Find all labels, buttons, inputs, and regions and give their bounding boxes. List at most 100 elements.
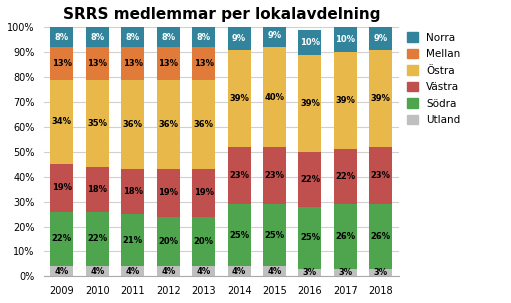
Bar (298, 207, 321, 269)
Bar (86, 47, 109, 80)
Bar (298, 30, 321, 55)
Text: 39%: 39% (300, 99, 320, 108)
Text: 35%: 35% (87, 119, 107, 128)
Text: 19%: 19% (158, 188, 178, 197)
Bar (192, 169, 215, 217)
Bar (121, 266, 144, 276)
Text: 4%: 4% (90, 267, 104, 276)
Bar (51, 27, 74, 47)
Text: 22%: 22% (300, 175, 320, 184)
Bar (334, 27, 357, 52)
Text: 13%: 13% (87, 59, 107, 68)
Bar (192, 80, 215, 169)
Legend: Norra, Mellan, Östra, Västra, Södra, Utland: Norra, Mellan, Östra, Västra, Södra, Utl… (407, 32, 460, 125)
Text: 36%: 36% (194, 120, 214, 129)
Bar (227, 27, 250, 50)
Text: 10%: 10% (335, 35, 356, 44)
Text: 23%: 23% (371, 171, 391, 180)
Bar (192, 266, 215, 276)
Text: 3%: 3% (303, 268, 317, 277)
Bar (298, 269, 321, 276)
Text: 18%: 18% (87, 185, 107, 194)
Bar (263, 266, 286, 276)
Text: 4%: 4% (267, 267, 282, 276)
Text: 9%: 9% (374, 34, 388, 43)
Bar (86, 266, 109, 276)
Bar (369, 50, 392, 147)
Text: 21%: 21% (123, 236, 143, 245)
Bar (334, 204, 357, 269)
Text: 19%: 19% (194, 188, 214, 197)
Bar (86, 211, 109, 266)
Text: 23%: 23% (229, 171, 249, 180)
Bar (369, 269, 392, 276)
Bar (86, 27, 109, 47)
Text: 13%: 13% (158, 59, 178, 68)
Text: 13%: 13% (123, 59, 143, 68)
Text: 4%: 4% (197, 267, 211, 276)
Bar (227, 204, 250, 266)
Text: 13%: 13% (194, 59, 214, 68)
Text: 40%: 40% (265, 92, 285, 102)
Text: 39%: 39% (371, 94, 391, 103)
Bar (121, 47, 144, 80)
Text: 20%: 20% (158, 237, 178, 246)
Text: 20%: 20% (194, 237, 214, 246)
Text: 8%: 8% (90, 33, 104, 42)
Text: 19%: 19% (52, 183, 72, 192)
Text: 25%: 25% (229, 231, 249, 240)
Bar (192, 27, 215, 47)
Bar (369, 27, 392, 50)
Text: 3%: 3% (338, 268, 353, 277)
Bar (192, 47, 215, 80)
Text: 3%: 3% (374, 268, 388, 277)
Bar (227, 50, 250, 147)
Text: 34%: 34% (52, 118, 72, 126)
Bar (121, 214, 144, 266)
Bar (51, 47, 74, 80)
Bar (157, 266, 180, 276)
Bar (334, 269, 357, 276)
Bar (298, 152, 321, 207)
Text: 8%: 8% (126, 33, 140, 42)
Text: 36%: 36% (158, 120, 178, 129)
Bar (298, 55, 321, 152)
Bar (263, 147, 286, 204)
Bar (263, 47, 286, 147)
Title: SRRS medlemmar per lokalavdelning: SRRS medlemmar per lokalavdelning (63, 7, 380, 22)
Bar (157, 169, 180, 217)
Bar (369, 147, 392, 204)
Bar (334, 52, 357, 149)
Bar (51, 164, 74, 211)
Bar (227, 266, 250, 276)
Bar (51, 211, 74, 266)
Text: 8%: 8% (197, 33, 211, 42)
Bar (86, 167, 109, 211)
Bar (263, 25, 286, 47)
Text: 9%: 9% (267, 32, 282, 41)
Bar (121, 169, 144, 214)
Bar (157, 80, 180, 169)
Bar (51, 80, 74, 164)
Text: 36%: 36% (123, 120, 143, 129)
Text: 8%: 8% (55, 33, 69, 42)
Text: 22%: 22% (87, 235, 107, 244)
Bar (51, 266, 74, 276)
Text: 25%: 25% (265, 231, 285, 240)
Bar (157, 47, 180, 80)
Text: 13%: 13% (52, 59, 72, 68)
Text: 4%: 4% (232, 267, 246, 276)
Bar (121, 27, 144, 47)
Bar (192, 217, 215, 266)
Text: 4%: 4% (126, 267, 140, 276)
Text: 25%: 25% (300, 233, 320, 242)
Text: 23%: 23% (265, 171, 285, 180)
Bar (157, 217, 180, 266)
Bar (86, 80, 109, 167)
Text: 22%: 22% (335, 172, 356, 181)
Text: 22%: 22% (52, 235, 72, 244)
Text: 10%: 10% (300, 38, 320, 47)
Bar (121, 80, 144, 169)
Text: 26%: 26% (335, 232, 356, 241)
Text: 4%: 4% (55, 267, 69, 276)
